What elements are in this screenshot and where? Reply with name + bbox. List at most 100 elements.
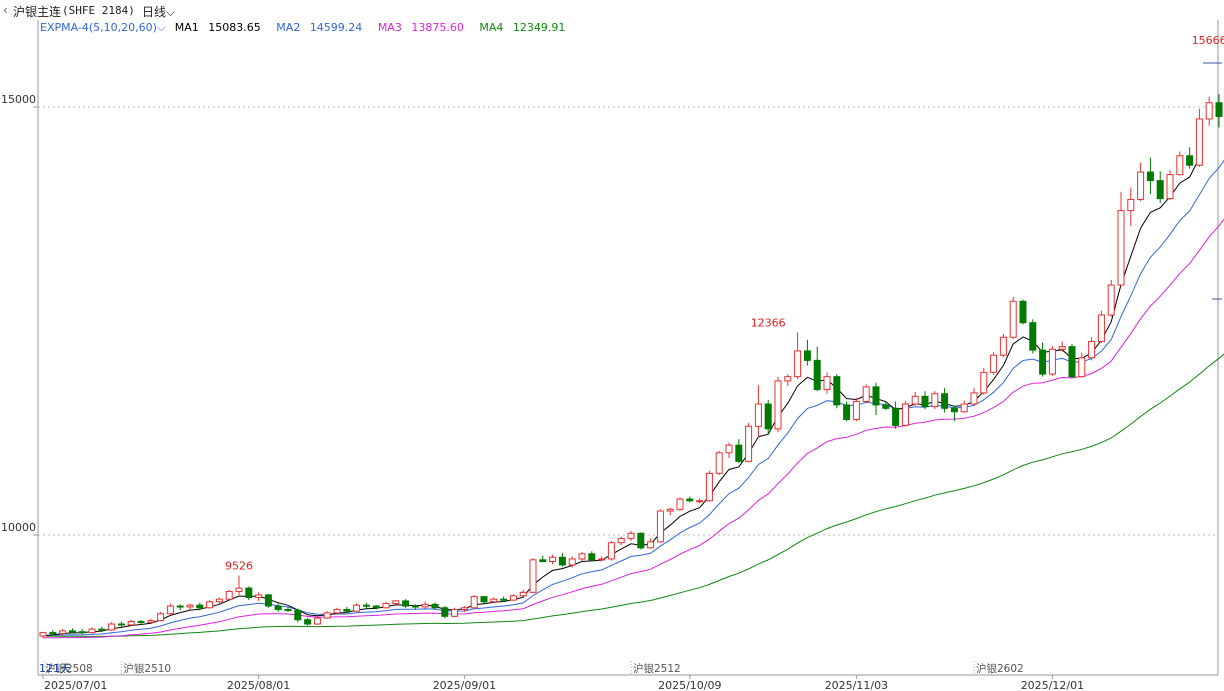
- candle[interactable]: [215, 598, 223, 603]
- candle[interactable]: [255, 594, 263, 598]
- candle[interactable]: [313, 617, 321, 625]
- candle[interactable]: [402, 600, 410, 607]
- candle[interactable]: [735, 444, 743, 462]
- candle[interactable]: [568, 558, 576, 566]
- candle[interactable]: [578, 553, 586, 560]
- chevron-left-icon[interactable]: ‹: [3, 3, 8, 17]
- candle[interactable]: [715, 452, 723, 474]
- candle[interactable]: [49, 632, 57, 635]
- candle[interactable]: [696, 500, 704, 503]
- candle[interactable]: [1088, 341, 1096, 359]
- candle[interactable]: [617, 537, 625, 544]
- candle[interactable]: [235, 587, 243, 592]
- candle[interactable]: [1058, 346, 1066, 350]
- candle[interactable]: [166, 605, 174, 615]
- candle[interactable]: [323, 612, 331, 619]
- candle[interactable]: [803, 350, 811, 361]
- candle[interactable]: [186, 604, 194, 608]
- candle[interactable]: [353, 604, 361, 612]
- candle[interactable]: [39, 632, 47, 637]
- candle[interactable]: [970, 392, 978, 405]
- candle[interactable]: [304, 619, 312, 625]
- candle[interactable]: [382, 602, 390, 609]
- candle[interactable]: [206, 601, 214, 609]
- candle[interactable]: [1068, 346, 1076, 378]
- candle[interactable]: [1195, 118, 1203, 166]
- candle[interactable]: [343, 608, 351, 612]
- candle[interactable]: [78, 631, 86, 634]
- candle[interactable]: [1039, 349, 1047, 375]
- candle[interactable]: [245, 587, 253, 598]
- candle[interactable]: [460, 607, 468, 610]
- candle[interactable]: [852, 400, 860, 420]
- candle[interactable]: [1166, 174, 1174, 200]
- candle[interactable]: [411, 605, 419, 608]
- candle[interactable]: [862, 386, 870, 402]
- candle[interactable]: [1107, 284, 1115, 316]
- candle[interactable]: [333, 608, 341, 614]
- candle[interactable]: [1176, 155, 1184, 176]
- candle[interactable]: [813, 359, 821, 390]
- candle[interactable]: [392, 600, 400, 604]
- candle[interactable]: [666, 508, 674, 512]
- candle[interactable]: [921, 395, 929, 408]
- candle[interactable]: [88, 628, 96, 634]
- candle[interactable]: [764, 403, 772, 430]
- candle[interactable]: [509, 595, 517, 601]
- candle[interactable]: [1117, 210, 1125, 286]
- candle[interactable]: [999, 336, 1007, 356]
- chevron-down-icon[interactable]: ⌵: [156, 21, 166, 34]
- candle[interactable]: [872, 386, 880, 406]
- candle[interactable]: [950, 407, 958, 413]
- candle[interactable]: [490, 598, 498, 603]
- candle[interactable]: [833, 376, 841, 406]
- candle[interactable]: [980, 371, 988, 394]
- candle[interactable]: [1097, 314, 1105, 343]
- candle[interactable]: [225, 590, 233, 600]
- candle[interactable]: [941, 393, 949, 409]
- candle[interactable]: [1186, 155, 1194, 166]
- candle[interactable]: [990, 354, 998, 373]
- candle[interactable]: [1146, 171, 1154, 182]
- candle[interactable]: [794, 350, 802, 378]
- candle[interactable]: [725, 444, 733, 454]
- candle[interactable]: [68, 630, 76, 633]
- candle[interactable]: [676, 498, 684, 510]
- candle[interactable]: [784, 376, 792, 382]
- candle[interactable]: [1078, 357, 1086, 378]
- candle[interactable]: [754, 403, 762, 427]
- candle[interactable]: [98, 628, 106, 631]
- candle[interactable]: [686, 498, 694, 502]
- candle[interactable]: [549, 556, 557, 563]
- candle[interactable]: [274, 605, 282, 610]
- candle[interactable]: [1215, 102, 1223, 117]
- candle[interactable]: [588, 553, 596, 561]
- candle[interactable]: [117, 623, 125, 626]
- candle[interactable]: [637, 532, 645, 549]
- candle[interactable]: [372, 605, 380, 609]
- candle[interactable]: [656, 510, 664, 543]
- candle[interactable]: [421, 603, 429, 608]
- candle[interactable]: [1156, 180, 1164, 200]
- candle[interactable]: [745, 425, 753, 462]
- candle[interactable]: [1009, 300, 1017, 338]
- candle[interactable]: [176, 605, 184, 608]
- candle[interactable]: [157, 613, 165, 622]
- candle[interactable]: [480, 596, 488, 603]
- candle[interactable]: [558, 556, 566, 566]
- candle[interactable]: [1205, 102, 1213, 120]
- candle[interactable]: [500, 598, 508, 601]
- candle[interactable]: [911, 395, 919, 405]
- candle[interactable]: [147, 620, 155, 623]
- candle[interactable]: [607, 542, 615, 560]
- candle[interactable]: [1029, 322, 1037, 351]
- candle[interactable]: [137, 620, 145, 623]
- candle[interactable]: [598, 558, 606, 561]
- candle[interactable]: [441, 607, 449, 617]
- candle[interactable]: [59, 630, 67, 634]
- candle[interactable]: [1048, 348, 1056, 375]
- candle[interactable]: [960, 403, 968, 413]
- candle[interactable]: [362, 604, 370, 607]
- candle[interactable]: [519, 591, 527, 597]
- candle[interactable]: [127, 620, 135, 626]
